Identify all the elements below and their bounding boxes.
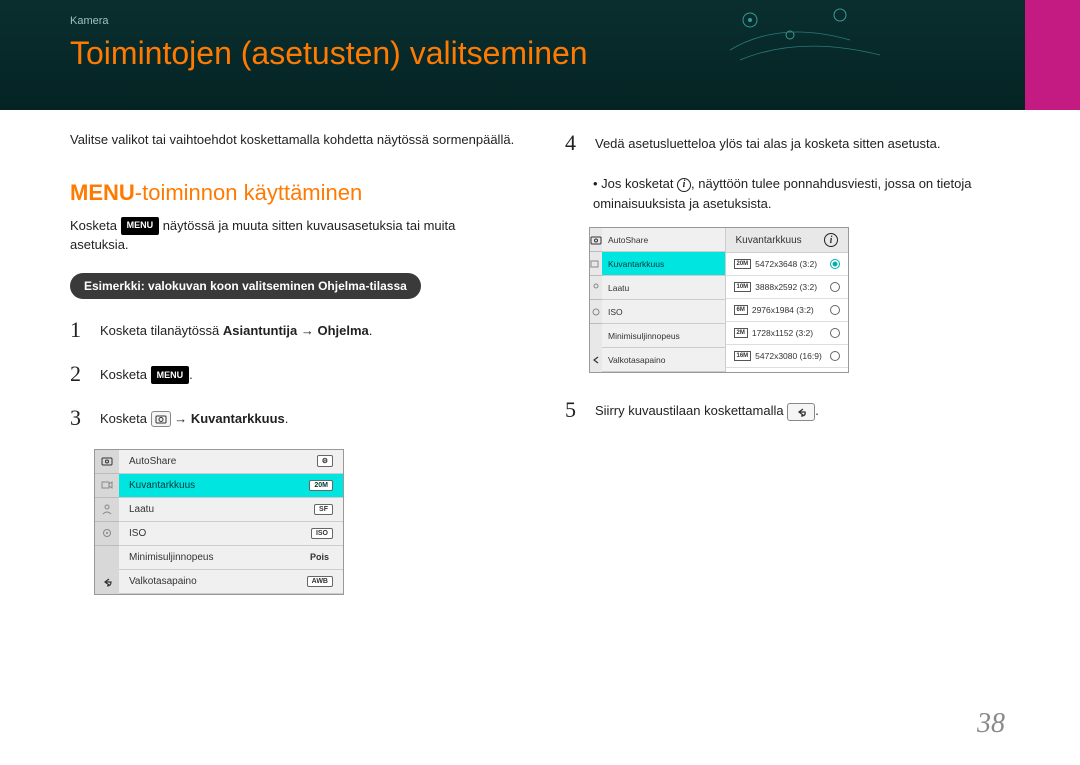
intro-paragraph: Valitse valikot tai vaihtoehdot kosketta… xyxy=(70,130,515,150)
section-heading: MENU-toiminnon käyttäminen xyxy=(70,180,515,206)
menu-word: MENU xyxy=(70,180,135,205)
content-area: Valitse valikot tai vaihtoehdot kosketta… xyxy=(0,110,1080,615)
resolution-option[interactable]: 16M5472x3080 (16:9) xyxy=(726,345,849,368)
menu-item-label: ISO xyxy=(129,528,146,539)
menu-chip: MENU xyxy=(121,217,160,235)
resolution-label: 2976x1984 (3:2) xyxy=(752,305,814,315)
back-icon xyxy=(787,403,815,421)
camera-menu-panel: AutoShare ⚙ Kuvantarkkuus 20M Laatu SF ISO ISO M… xyxy=(94,449,344,595)
menu-item[interactable]: ISO ISO xyxy=(119,522,343,546)
info-icon[interactable]: i xyxy=(824,233,838,247)
step-number: 2 xyxy=(70,361,88,387)
size-badge: 10M xyxy=(734,282,752,292)
step-2: 2 Kosketa MENU. xyxy=(70,361,515,387)
resolution-option[interactable]: 2M 1728x1152 (3:2) xyxy=(726,322,849,345)
step-number: 3 xyxy=(70,405,88,431)
resolution-label: 1728x1152 (3:2) xyxy=(752,328,813,338)
tab-video[interactable] xyxy=(95,474,119,498)
menu-item-value: AWB xyxy=(307,576,333,587)
menu-item[interactable]: Valkotasapaino AWB xyxy=(119,570,343,594)
tab-settings[interactable] xyxy=(95,522,119,546)
menu-item[interactable]: Minimisuljinnopeus Pois xyxy=(119,546,343,570)
header-decoration xyxy=(720,0,940,70)
section-suffix: -toiminnon käyttäminen xyxy=(135,180,362,205)
info-icon: i xyxy=(677,178,691,192)
size-badge: 20M xyxy=(734,259,752,269)
example-label: Esimerkki: valokuvan koon valitseminen O… xyxy=(70,273,421,299)
tab-user[interactable] xyxy=(95,498,119,522)
submenu-header: Kuvantarkkuus i xyxy=(726,228,849,253)
menu-item-value: Pois xyxy=(306,551,333,563)
submenu-left-item[interactable]: Laatu xyxy=(602,276,725,300)
step-5: 5 Siirry kuvaustilaan koskettamalla . xyxy=(565,397,1010,423)
menu-item-label: Laatu xyxy=(129,504,154,515)
menu-item-value: ISO xyxy=(311,528,333,539)
radio-indicator xyxy=(830,351,840,361)
menu-item-label: AutoShare xyxy=(129,456,176,467)
menu-item-value: SF xyxy=(314,504,333,515)
right-column: 4 Vedä asetusluetteloa ylös tai alas ja … xyxy=(565,130,1010,595)
submenu-left-item[interactable]: Kuvantarkkuus xyxy=(602,252,725,276)
step-4: 4 Vedä asetusluetteloa ylös tai alas ja … xyxy=(565,130,1010,156)
radio-indicator xyxy=(830,328,840,338)
step-3: 3 Kosketa → Kuvantarkkuus. xyxy=(70,405,515,431)
side-accent-strip xyxy=(1025,0,1080,110)
menu-item-value: 20M xyxy=(309,480,333,491)
camera-submenu-panel: AutoShareKuvantarkkuusLaatuISOMinimisulj… xyxy=(589,227,849,373)
step-text: Kosketa tilanäytössä Asiantuntija → Ohje… xyxy=(100,317,372,342)
step-text: Kosketa → Kuvantarkkuus. xyxy=(100,405,288,430)
step-4-bullet: • Jos kosketat i, näyttöön tulee ponnahd… xyxy=(593,174,1010,213)
step-text: Kosketa MENU. xyxy=(100,361,193,386)
camera-icon xyxy=(151,411,171,427)
page-header: Kamera Toimintojen (asetusten) valitsemi… xyxy=(0,0,1080,110)
tab-camera[interactable] xyxy=(95,450,119,474)
step-1: 1 Kosketa tilanäytössä Asiantuntija → Oh… xyxy=(70,317,515,343)
size-badge: 2M xyxy=(734,328,748,338)
step-number: 1 xyxy=(70,317,88,343)
menu-item[interactable]: Laatu SF xyxy=(119,498,343,522)
menu-item-label: Minimisuljinnopeus xyxy=(129,552,213,563)
menu-item[interactable]: Kuvantarkkuus 20M xyxy=(119,474,343,498)
tab-back[interactable] xyxy=(590,348,602,372)
step-text: Vedä asetusluetteloa ylös tai alas ja ko… xyxy=(595,130,940,155)
tab-user[interactable] xyxy=(590,276,602,300)
page-number: 38 xyxy=(977,708,1005,740)
size-badge: 16M xyxy=(734,351,752,361)
submenu-left-list: AutoShareKuvantarkkuusLaatuISOMinimisulj… xyxy=(602,228,725,372)
menu-chip: MENU xyxy=(151,366,190,384)
submenu-side-tabs xyxy=(590,228,602,372)
submenu-right-list: Kuvantarkkuus i 20M5472x3648 (3:2)10M388… xyxy=(725,228,849,372)
submenu-left-item[interactable]: Valkotasapaino xyxy=(602,348,725,372)
radio-indicator xyxy=(830,259,840,269)
resolution-label: 5472x3648 (3:2) xyxy=(755,259,817,269)
submenu-left-item[interactable]: Minimisuljinnopeus xyxy=(602,324,725,348)
submenu-left-item[interactable]: ISO xyxy=(602,300,725,324)
resolution-label: 3888x2592 (3:2) xyxy=(755,282,817,292)
menu-item[interactable]: AutoShare ⚙ xyxy=(119,450,343,474)
step-number: 5 xyxy=(565,397,583,423)
tab-settings[interactable] xyxy=(590,300,602,324)
menu-item-label: Valkotasapaino xyxy=(129,576,197,587)
submenu-left-item[interactable]: AutoShare xyxy=(602,228,725,252)
left-column: Valitse valikot tai vaihtoehdot kosketta… xyxy=(70,130,515,595)
tab-back[interactable] xyxy=(95,570,119,594)
radio-indicator xyxy=(830,305,840,315)
step-number: 4 xyxy=(565,130,583,156)
resolution-label: 5472x3080 (16:9) xyxy=(755,351,822,361)
resolution-option[interactable]: 6M 2976x1984 (3:2) xyxy=(726,299,849,322)
section-body: Kosketa MENU näytössä ja muuta sitten ku… xyxy=(70,216,515,255)
tab-camera[interactable] xyxy=(590,228,602,252)
menu-item-value: ⚙ xyxy=(317,455,333,467)
step-text: Siirry kuvaustilaan koskettamalla . xyxy=(595,397,819,422)
resolution-option[interactable]: 10M3888x2592 (3:2) xyxy=(726,276,849,299)
menu-side-tabs xyxy=(95,450,119,594)
menu-item-label: Kuvantarkkuus xyxy=(129,480,195,491)
radio-indicator xyxy=(830,282,840,292)
tab-video[interactable] xyxy=(590,252,602,276)
resolution-option[interactable]: 20M5472x3648 (3:2) xyxy=(726,253,849,276)
size-badge: 6M xyxy=(734,305,748,315)
menu-list: AutoShare ⚙ Kuvantarkkuus 20M Laatu SF ISO ISO M… xyxy=(119,450,343,594)
